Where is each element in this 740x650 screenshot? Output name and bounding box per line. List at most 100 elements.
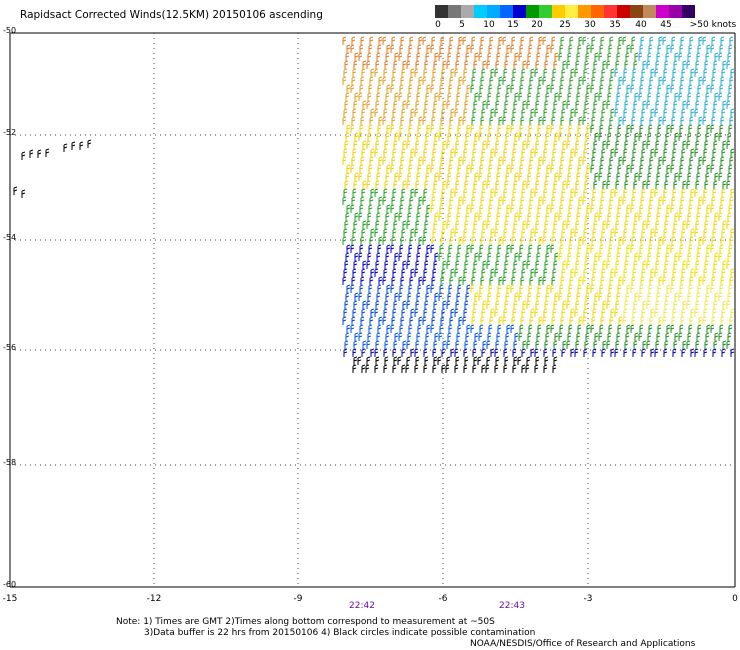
wind-barb xyxy=(520,36,525,45)
wind-barb xyxy=(472,348,477,357)
wind-barb xyxy=(518,52,523,61)
wind-barb xyxy=(680,196,685,205)
wind-barb xyxy=(368,164,373,173)
wind-barb xyxy=(478,252,483,261)
wind-barb xyxy=(607,252,612,261)
wind-barb xyxy=(350,324,355,333)
wind-barb xyxy=(496,212,501,221)
wind-barb xyxy=(606,100,611,109)
wind-barb xyxy=(519,324,524,333)
wind-barb xyxy=(489,36,494,45)
wind-barb xyxy=(575,140,580,149)
wind-barb xyxy=(609,116,614,125)
wind-barb xyxy=(665,52,670,61)
wind-barb xyxy=(472,68,477,77)
wind-barb xyxy=(727,252,732,261)
wind-barb xyxy=(598,332,603,341)
wind-barb xyxy=(496,92,501,101)
wind-barb xyxy=(594,172,599,181)
wind-barb xyxy=(441,148,446,157)
wind-barb xyxy=(658,196,663,205)
wind-barb xyxy=(697,284,702,293)
wind-barb xyxy=(617,204,622,213)
wind-barb xyxy=(408,284,413,293)
wind-barb xyxy=(353,260,358,269)
wind-barb xyxy=(710,324,715,333)
wind-barb xyxy=(535,180,540,189)
wind-barb xyxy=(506,244,511,253)
wind-barb xyxy=(578,236,583,245)
wind-barb xyxy=(666,244,671,253)
wind-barb xyxy=(638,332,643,341)
wind-barb xyxy=(463,268,468,277)
wind-barb xyxy=(503,348,508,357)
wind-barb xyxy=(505,172,510,181)
wind-barb xyxy=(21,151,26,160)
wind-barb xyxy=(399,84,404,93)
wind-barb xyxy=(438,52,443,61)
wind-barb xyxy=(624,60,629,69)
wind-barb xyxy=(594,252,599,261)
wind-barb xyxy=(446,220,451,229)
wind-barb xyxy=(354,252,359,261)
wind-barb xyxy=(625,332,630,341)
wind-barb xyxy=(418,276,423,285)
wind-barb xyxy=(576,92,581,101)
wind-barb xyxy=(362,60,367,69)
wind-barb xyxy=(393,100,398,109)
wind-barb xyxy=(682,60,687,69)
wind-barb xyxy=(474,252,479,261)
wind-barb xyxy=(502,236,507,245)
wind-barb xyxy=(510,204,515,213)
wind-barb xyxy=(414,308,419,317)
wind-barb xyxy=(666,84,671,93)
wind-barb xyxy=(353,100,358,109)
wind-barb xyxy=(432,188,437,197)
wind-barb xyxy=(393,140,398,149)
wind-barb xyxy=(610,308,615,317)
wind-barb xyxy=(480,76,485,85)
wind-barb xyxy=(433,220,438,229)
wind-barb xyxy=(713,140,718,149)
wind-barb xyxy=(536,212,541,221)
wind-barb xyxy=(728,324,733,333)
wind-barb xyxy=(721,228,726,237)
wind-barb xyxy=(713,180,718,189)
wind-barb xyxy=(617,124,622,133)
wind-barb xyxy=(553,100,558,109)
wind-barb xyxy=(418,196,423,205)
longitude-label: -15 xyxy=(2,594,18,604)
wind-barb xyxy=(712,308,717,317)
wind-barb xyxy=(394,252,399,261)
wind-barb xyxy=(359,204,364,213)
wind-barb xyxy=(722,100,727,109)
wind-barb xyxy=(400,36,405,45)
wind-barb xyxy=(702,316,707,325)
wind-barb xyxy=(506,324,511,333)
wind-barb xyxy=(534,268,539,277)
wind-barb xyxy=(558,292,563,301)
wind-barb xyxy=(369,276,374,285)
wind-barb xyxy=(391,116,396,125)
wind-barb xyxy=(591,36,596,45)
wind-barb xyxy=(438,212,443,221)
wind-barb xyxy=(474,92,479,101)
wind-barb xyxy=(378,116,383,125)
wind-barb xyxy=(601,68,606,77)
wind-barb xyxy=(616,252,621,261)
wind-barb xyxy=(678,52,683,61)
colorbar-label: 45 xyxy=(660,20,672,30)
wind-barb xyxy=(416,52,421,61)
wind-barb xyxy=(474,332,479,341)
wind-barb xyxy=(489,156,494,165)
wind-barb xyxy=(678,92,683,101)
wind-barb xyxy=(681,148,686,157)
wind-barb xyxy=(390,324,395,333)
wind-barb xyxy=(447,132,452,141)
wind-barb xyxy=(374,348,379,357)
wind-barb xyxy=(550,44,555,53)
wind-barb xyxy=(358,292,363,301)
wind-barb xyxy=(695,60,700,69)
wind-barb xyxy=(472,308,477,317)
wind-barb xyxy=(720,316,725,325)
